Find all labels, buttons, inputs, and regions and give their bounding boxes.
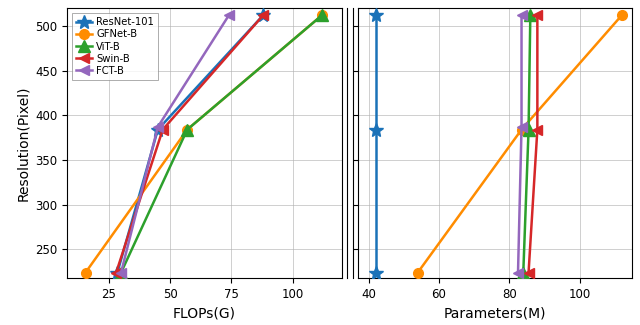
FCT-B — [518, 125, 525, 129]
Legend: ResNet-101, GFNet-B, ViT-B, Swin-B, FCT-B: ResNet-101, GFNet-B, ViT-B, Swin-B, FCT-… — [72, 13, 158, 80]
FCT-B — [117, 271, 125, 275]
ResNet-101 — [372, 128, 380, 132]
ViT-B — [184, 128, 191, 132]
Line: FCT-B: FCT-B — [513, 10, 526, 277]
Swin-B — [525, 271, 532, 275]
Line: GFNet-B: GFNet-B — [413, 10, 627, 277]
Swin-B — [159, 128, 166, 132]
FCT-B — [154, 125, 162, 129]
Swin-B — [534, 13, 541, 17]
Line: GFNet-B: GFNet-B — [81, 10, 327, 277]
Y-axis label: Resolution(Pixel): Resolution(Pixel) — [15, 85, 29, 201]
FCT-B — [518, 13, 525, 17]
GFNet-B — [518, 128, 525, 132]
ResNet-101 — [372, 271, 380, 275]
X-axis label: Parameters(M): Parameters(M) — [444, 306, 547, 320]
FCT-B — [225, 13, 233, 17]
Line: ViT-B: ViT-B — [116, 10, 328, 278]
GFNet-B — [82, 271, 90, 275]
ViT-B — [520, 271, 527, 275]
ResNet-101 — [154, 128, 162, 132]
ResNet-101 — [372, 13, 380, 17]
Line: ViT-B: ViT-B — [518, 10, 536, 278]
FCT-B — [514, 271, 522, 275]
Line: Swin-B: Swin-B — [111, 10, 268, 277]
Swin-B — [534, 128, 541, 132]
Line: ResNet-101: ResNet-101 — [369, 8, 383, 280]
Swin-B — [259, 13, 267, 17]
ResNet-101 — [259, 13, 267, 17]
ViT-B — [525, 128, 532, 132]
ViT-B — [117, 271, 125, 275]
ViT-B — [318, 13, 326, 17]
Line: FCT-B: FCT-B — [116, 10, 234, 277]
Swin-B — [113, 271, 120, 275]
GFNet-B — [414, 271, 422, 275]
Line: ResNet-101: ResNet-101 — [111, 8, 270, 280]
Line: Swin-B: Swin-B — [524, 10, 542, 277]
GFNet-B — [184, 128, 191, 132]
X-axis label: FLOPs(G): FLOPs(G) — [173, 306, 236, 320]
GFNet-B — [318, 13, 326, 17]
GFNet-B — [618, 13, 626, 17]
ViT-B — [527, 13, 534, 17]
ResNet-101 — [113, 271, 121, 275]
